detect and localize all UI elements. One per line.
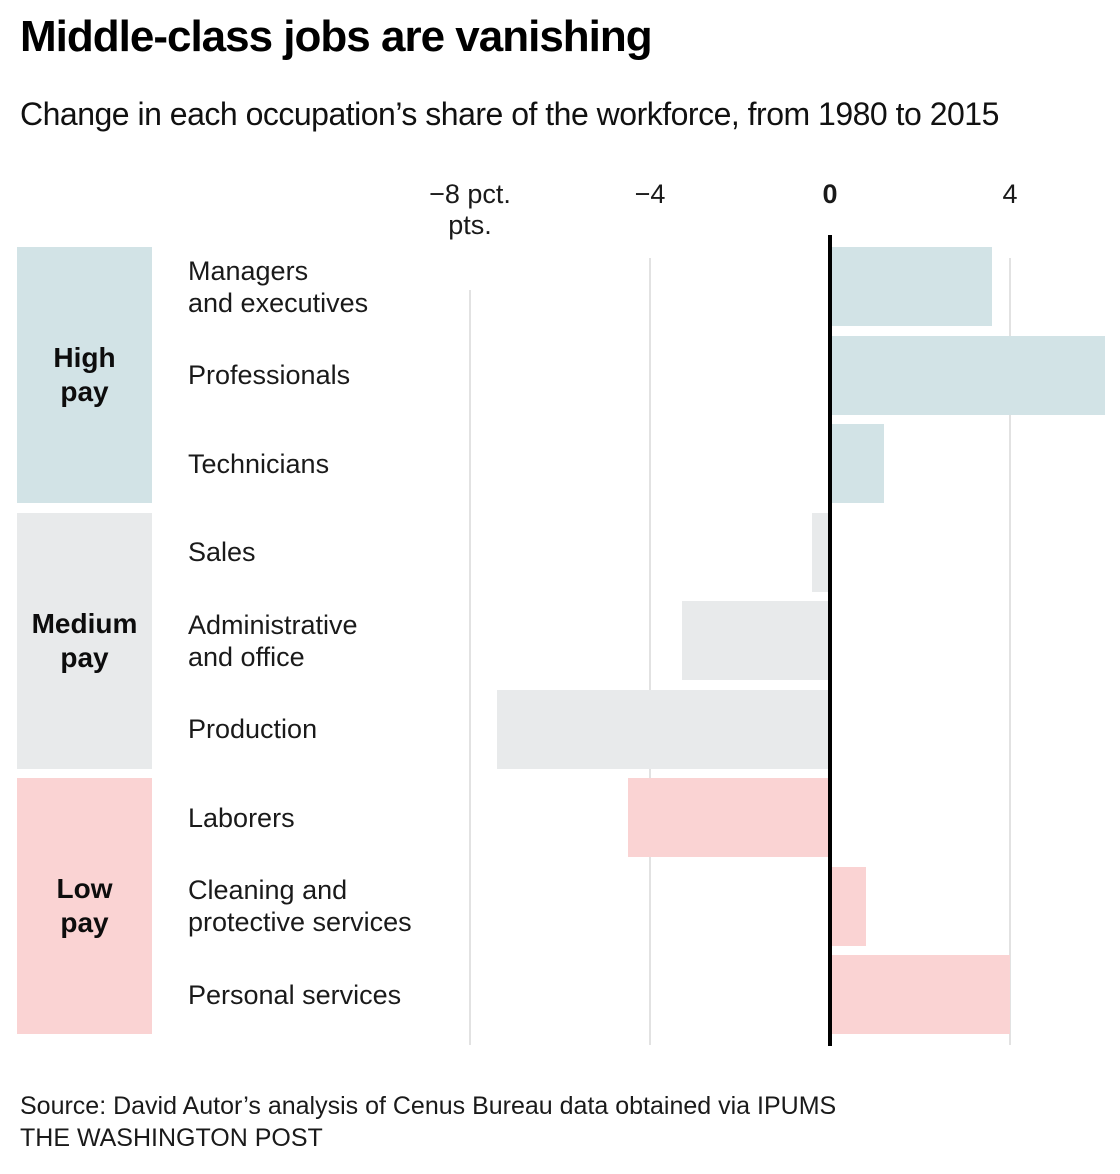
axis-tick-minus8-pct: −8 pct. pts. [380, 179, 560, 241]
axis-tick-label: −8 pct. [429, 179, 511, 209]
chart-subtitle: Change in each occupation’s share of the… [20, 96, 999, 132]
bar-managers [832, 247, 992, 326]
category-label-production: Production [188, 714, 318, 744]
zero-axis-line [828, 235, 832, 1046]
category-label-cleaning-and: Cleaning and protective services [188, 875, 412, 937]
bar-cleaning-and [832, 866, 866, 946]
axis-tick-label: −4 [634, 179, 666, 209]
axis-tick-4: 4 [920, 179, 1100, 210]
axis-tick-minus4: −4 [560, 179, 740, 210]
pay-group-label: High pay [53, 342, 116, 407]
gridline-4 [649, 258, 651, 1045]
category-label-technicians: Technicians [188, 448, 330, 479]
category-label-personal-services: Personal services [188, 979, 402, 1010]
gridline-8 [469, 290, 471, 1045]
bar-sales [812, 512, 828, 592]
axis-tick-sublabel: pts. [448, 210, 492, 240]
axis-tick-0: 0 [740, 179, 920, 210]
bar-technicians [832, 424, 884, 503]
bar-production [497, 689, 828, 769]
axis-tick-label: 0 [822, 179, 838, 209]
source-note: Source: David Autor’s analysis of Cenus … [20, 1092, 837, 1120]
pay-group-label: Low pay [56, 873, 113, 938]
category-label-sales: Sales [188, 537, 256, 567]
bar-personal-services [832, 955, 1010, 1034]
bar-professionals [832, 335, 1105, 415]
pay-group-label: Medium pay [31, 607, 138, 673]
category-label-administrative: Administrative and office [188, 609, 358, 672]
category-label-professionals: Professionals [188, 360, 351, 390]
pay-group-block-medium-pay: Medium pay [17, 512, 152, 769]
bar-laborers [627, 778, 828, 857]
bar-administrative [681, 601, 828, 680]
category-label-laborers: Laborers [188, 802, 295, 833]
gridline-4 [1009, 258, 1011, 1045]
publisher-credit: THE WASHINGTON POST [20, 1124, 323, 1152]
pay-group-block-low-pay: Low pay [17, 778, 152, 1034]
axis-tick-label: 4 [1002, 179, 1018, 209]
category-label-managers: Managers and executives [188, 255, 369, 318]
chart-title: Middle-class jobs are vanishing [20, 12, 653, 61]
pay-group-block-high-pay: High pay [17, 247, 152, 503]
